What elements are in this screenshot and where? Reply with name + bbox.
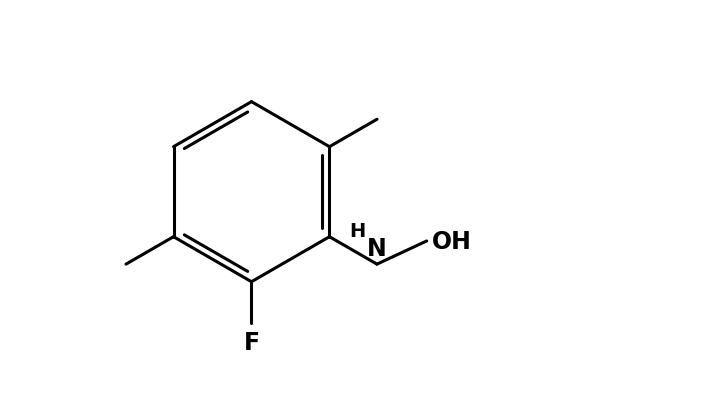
Text: H: H [349, 221, 366, 240]
Text: F: F [243, 330, 260, 354]
Text: N: N [367, 236, 387, 260]
Text: OH: OH [433, 229, 472, 253]
